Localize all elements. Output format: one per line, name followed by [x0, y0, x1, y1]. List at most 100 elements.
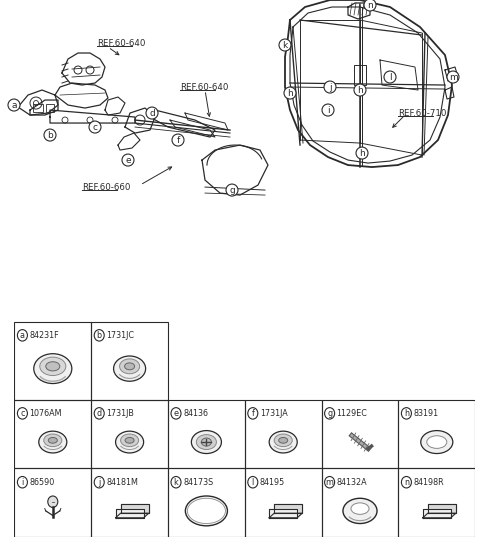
Ellipse shape: [351, 503, 369, 514]
Text: 1731JC: 1731JC: [106, 331, 134, 340]
Text: 84231F: 84231F: [29, 331, 59, 340]
Circle shape: [94, 408, 104, 419]
Text: REF.60-640: REF.60-640: [97, 38, 145, 48]
Text: 84195: 84195: [260, 478, 285, 487]
Text: 83191: 83191: [413, 409, 439, 418]
Ellipse shape: [120, 434, 139, 447]
Circle shape: [401, 476, 411, 488]
Text: 84132A: 84132A: [336, 478, 367, 487]
Text: 84173S: 84173S: [183, 478, 213, 487]
Text: 1076AM: 1076AM: [29, 409, 62, 418]
Text: n: n: [367, 1, 373, 10]
Ellipse shape: [202, 438, 211, 446]
Bar: [14, 468, 91, 537]
Circle shape: [94, 329, 104, 341]
Text: i: i: [21, 478, 24, 487]
Polygon shape: [274, 504, 302, 513]
Bar: [168, 468, 245, 537]
Circle shape: [172, 134, 184, 146]
Text: a: a: [20, 331, 25, 340]
Bar: [91, 322, 168, 400]
Bar: [322, 468, 398, 537]
Text: i: i: [327, 105, 329, 114]
Text: e: e: [173, 409, 179, 418]
Polygon shape: [269, 509, 297, 518]
Text: f: f: [176, 136, 180, 145]
Circle shape: [17, 408, 27, 419]
Circle shape: [354, 84, 366, 96]
Text: REF.60-640: REF.60-640: [180, 83, 228, 91]
Ellipse shape: [120, 359, 140, 374]
Ellipse shape: [46, 362, 60, 371]
Ellipse shape: [185, 496, 228, 526]
Text: j: j: [329, 83, 331, 91]
Circle shape: [248, 476, 258, 488]
Circle shape: [447, 71, 459, 83]
Text: m: m: [449, 72, 457, 82]
Circle shape: [401, 408, 411, 419]
Ellipse shape: [343, 498, 377, 524]
Text: l: l: [252, 478, 254, 487]
Ellipse shape: [40, 357, 66, 375]
Polygon shape: [116, 513, 149, 518]
Text: d: d: [149, 109, 155, 118]
Bar: [398, 400, 475, 468]
Text: m: m: [325, 478, 334, 487]
Bar: [354, 65, 366, 85]
Circle shape: [44, 129, 56, 141]
Text: f: f: [252, 409, 254, 418]
Circle shape: [284, 87, 296, 99]
Circle shape: [226, 184, 238, 196]
Ellipse shape: [114, 356, 145, 381]
Bar: [168, 400, 245, 468]
Ellipse shape: [48, 437, 57, 443]
Polygon shape: [423, 513, 456, 518]
Ellipse shape: [421, 430, 453, 454]
Bar: [14, 400, 91, 468]
Circle shape: [279, 39, 291, 51]
Circle shape: [146, 107, 158, 119]
Circle shape: [89, 121, 101, 133]
Text: c: c: [20, 409, 24, 418]
Ellipse shape: [125, 437, 134, 443]
Circle shape: [17, 329, 27, 341]
Text: 1731JA: 1731JA: [260, 409, 288, 418]
Text: d: d: [96, 409, 102, 418]
Ellipse shape: [125, 363, 134, 370]
Ellipse shape: [39, 431, 67, 453]
Circle shape: [248, 408, 258, 419]
Ellipse shape: [192, 430, 221, 454]
Ellipse shape: [279, 437, 288, 443]
Ellipse shape: [34, 354, 72, 383]
Circle shape: [48, 496, 58, 508]
Text: l: l: [389, 72, 391, 82]
Text: h: h: [287, 89, 293, 98]
Circle shape: [94, 476, 104, 488]
Text: h: h: [359, 148, 365, 158]
Bar: [14, 322, 91, 400]
Polygon shape: [116, 509, 144, 518]
Text: 1129EC: 1129EC: [336, 409, 368, 418]
Ellipse shape: [116, 431, 144, 453]
Text: c: c: [93, 123, 97, 132]
Circle shape: [324, 476, 335, 488]
Circle shape: [384, 71, 396, 83]
Text: 84136: 84136: [183, 409, 208, 418]
Text: REF.60-710: REF.60-710: [398, 109, 446, 118]
Text: k: k: [282, 40, 288, 50]
Circle shape: [171, 408, 181, 419]
Polygon shape: [269, 513, 302, 518]
Bar: [33, 104, 43, 112]
Circle shape: [122, 154, 134, 166]
Polygon shape: [120, 504, 149, 513]
Text: n: n: [404, 478, 409, 487]
Circle shape: [322, 104, 334, 116]
Bar: [398, 468, 475, 537]
Text: a: a: [11, 100, 17, 110]
Ellipse shape: [196, 435, 216, 449]
Ellipse shape: [269, 431, 297, 453]
Circle shape: [364, 0, 376, 11]
Text: h: h: [404, 409, 409, 418]
Text: 84198R: 84198R: [413, 478, 444, 487]
Circle shape: [171, 476, 181, 488]
